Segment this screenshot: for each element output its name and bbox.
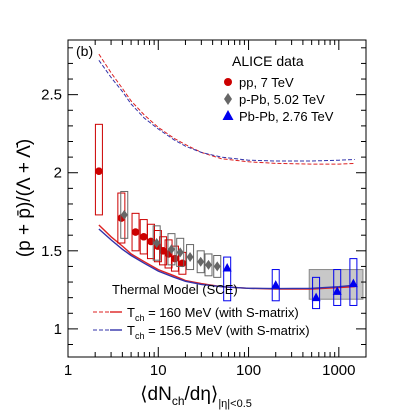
panel-label: (b) <box>76 43 93 59</box>
data-point <box>204 259 212 270</box>
x-tick-label: 1 <box>64 362 72 379</box>
legend-label: pp, 7 TeV <box>239 75 294 90</box>
legend-marker <box>224 93 232 105</box>
syst-box <box>333 269 342 306</box>
model-legend-symbol: T <box>127 305 135 320</box>
data-point <box>176 247 184 258</box>
syst-box <box>349 258 358 306</box>
data-point <box>95 167 103 175</box>
x-label-sub1: ch <box>172 394 185 408</box>
legend: pp, 7 TeV p-Pb, 5.02 TeV Pb-Pb, 2.76 TeV <box>222 75 334 124</box>
x-label-sub2: |η|<0.5 <box>218 398 252 410</box>
model-legend-subscript: ch <box>135 313 145 323</box>
data-point <box>332 286 342 295</box>
model-legend-suffix: = 160 MeV (with S-matrix) <box>144 305 298 320</box>
y-tick-label: 1.5 <box>41 243 62 260</box>
y-tick-label: 2 <box>54 165 62 182</box>
model-title: Thermal Model (SCE) <box>112 282 238 297</box>
model-legend-label: Tch = 156.5 MeV (with S-matrix) <box>127 323 310 341</box>
data-point <box>139 232 148 241</box>
data-point <box>213 261 221 272</box>
x-label-mid: /dη⟩ <box>185 384 219 405</box>
data-point <box>120 209 128 220</box>
model-legend-suffix: = 156.5 MeV (with S-matrix) <box>144 323 309 338</box>
data-point <box>348 278 358 288</box>
model-curve-upper <box>98 53 355 165</box>
x-axis-label: ⟨dNch/dη⟩|η|<0.5 <box>140 384 252 410</box>
data-point <box>311 292 321 302</box>
legend-label: Pb-Pb, 2.76 TeV <box>239 109 334 124</box>
x-tick-label: 1000 <box>322 362 355 379</box>
syst-box <box>94 123 103 216</box>
plot-frame <box>67 39 367 358</box>
data-point <box>178 259 187 268</box>
y-axis-label: (p + p̄)/(Λ + Λ̄) <box>14 139 35 257</box>
legend-marker <box>222 110 234 120</box>
model-legend-label: Tch = 160 MeV (with S-matrix) <box>127 305 299 323</box>
y-tick-label: 2.5 <box>41 87 62 104</box>
data-point <box>131 228 140 236</box>
model-legend-symbol: T <box>127 323 135 338</box>
axes: 1 10 100 1000 1 1.5 2 2.5 <box>41 40 367 379</box>
model-curve-upper <box>98 60 355 162</box>
data-points <box>94 123 358 310</box>
syst-box <box>223 256 232 302</box>
y-tick-label: 1 <box>54 321 62 338</box>
model-curve-lower <box>98 224 355 290</box>
syst-box <box>213 254 222 278</box>
model-legend: Tch = 160 MeV (with S-matrix)Tch = 156.5… <box>93 305 310 341</box>
legend-marker <box>224 78 232 86</box>
data-point <box>197 256 205 267</box>
model-legend-subscript: ch <box>135 331 145 341</box>
syst-box <box>271 269 280 302</box>
model-curve-lower <box>98 228 355 290</box>
x-label-main: ⟨dN <box>140 384 172 405</box>
data-point <box>222 262 232 272</box>
legend-title: ALICE data <box>232 53 304 69</box>
data-point <box>186 252 194 263</box>
data-point <box>271 280 281 289</box>
model-curves <box>98 53 355 290</box>
syst-box <box>312 276 321 310</box>
x-tick-label: 100 <box>236 362 261 379</box>
data-point <box>167 244 175 255</box>
syst-box <box>176 237 185 267</box>
x-tick-label: 10 <box>150 362 167 379</box>
data-point <box>153 238 161 249</box>
legend-label: p-Pb, 5.02 TeV <box>239 92 325 107</box>
